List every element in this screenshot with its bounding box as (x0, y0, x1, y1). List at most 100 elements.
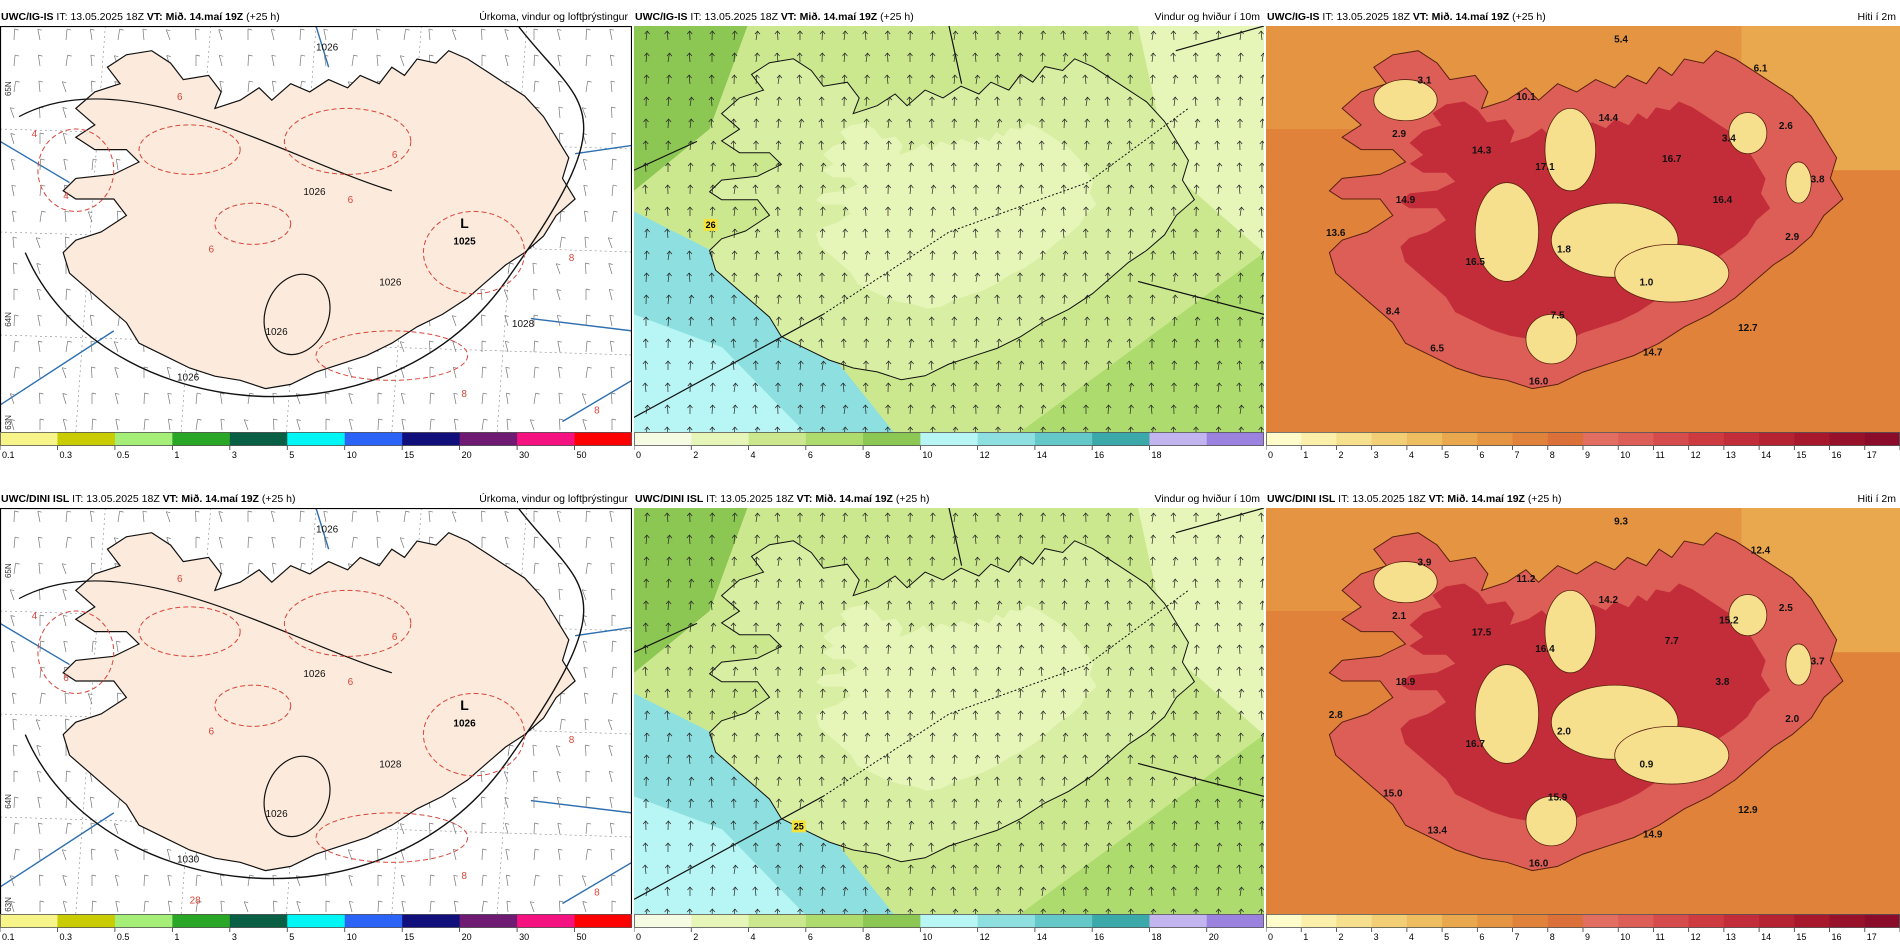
wind-barb (90, 511, 93, 523)
wind-arrow-head (930, 382, 937, 387)
wind-arrow (953, 75, 956, 85)
wind-arrow-head (1150, 272, 1156, 277)
wind-arrow-head (1060, 512, 1066, 517)
wind-arrow (1173, 777, 1176, 787)
wind-arrow (1150, 405, 1153, 415)
legend-swatch (1206, 914, 1264, 928)
wind-arrow-head (1237, 74, 1244, 79)
legend-tick-label: 16 (1832, 450, 1842, 460)
wind-arrow-head (732, 864, 739, 869)
temperature-label: 3.7 (1811, 657, 1825, 668)
wind-arrow (799, 754, 801, 765)
legend-tick-label: 6 (808, 932, 813, 942)
wind-arrow (997, 799, 1000, 809)
legend-tick-label: 13 (1726, 932, 1736, 942)
wind-barb-flag (10, 901, 15, 903)
wind-arrow-head (688, 338, 694, 343)
wind-barb (218, 537, 223, 549)
wind-arrow-head (1192, 578, 1198, 583)
wind-barb (585, 537, 588, 549)
wind-arrow (777, 622, 779, 633)
wind-barb (115, 901, 119, 913)
latitude-label: 65N (4, 563, 13, 578)
wind-barb (584, 211, 587, 223)
wind-arrow (1239, 229, 1242, 239)
wind-barb (585, 262, 587, 275)
wind-arrow (1129, 31, 1132, 41)
legend-swatch (1759, 914, 1795, 928)
wind-arrow-head (796, 732, 803, 737)
model-name: UWC/DINI ISL (1, 493, 70, 505)
wind-arrow (974, 535, 977, 545)
wind-arrow-head (776, 96, 782, 101)
wind-arrow (755, 184, 757, 195)
wind-arrow-head (818, 118, 825, 123)
wind-arrow (909, 339, 912, 349)
legend-tick-label: 12 (980, 932, 990, 942)
wind-arrow (1085, 623, 1088, 633)
wind-arrow-head (886, 622, 892, 627)
wind-arrow-head (1192, 272, 1199, 277)
wind-arrow (688, 273, 691, 283)
wind-arrow (1195, 163, 1198, 173)
issue-time-label: IT: (56, 11, 68, 23)
wind-arrow-head (1258, 228, 1264, 233)
wind-arrow (1129, 622, 1131, 633)
wind-barb (608, 771, 613, 783)
wind-barb (325, 392, 327, 405)
wind-arrow (1173, 622, 1175, 633)
wind-barb-flag (197, 418, 202, 421)
wind-barb (556, 29, 561, 41)
legend-tick-label: 15 (1796, 450, 1806, 460)
wind-barb-flag (557, 340, 562, 343)
wind-arrow (645, 644, 647, 655)
wind-arrow-head (1084, 820, 1090, 825)
wind-arrow-head (951, 820, 957, 825)
wind-arrow-head (730, 338, 737, 343)
precip-contour-label: 28 (190, 896, 202, 907)
wind-arrow-head (1238, 30, 1244, 35)
legend-swatch (344, 432, 403, 446)
wind-arrow-head (1258, 382, 1264, 387)
wind-arrow (798, 295, 801, 305)
wind-arrow-head (974, 556, 981, 561)
issue-time-value: 13.05.2025 18Z (70, 11, 144, 23)
wind-barb-flag (582, 393, 587, 396)
wind-arrow (1216, 821, 1219, 831)
wind-barb-flag (429, 848, 435, 851)
legend-swatch (1092, 432, 1150, 446)
wind-arrow (755, 251, 758, 261)
wind-barb-flag (63, 133, 68, 135)
wind-arrow-head (665, 842, 671, 847)
legend-tick-label: 7 (1515, 932, 1520, 942)
wind-arrow-head (687, 886, 693, 891)
wind-barb-flag (556, 771, 561, 773)
wind-arrow-head (797, 404, 804, 409)
legend-swatch (1442, 432, 1478, 446)
wind-arrow-head (840, 842, 847, 847)
wind-arrow (1063, 600, 1065, 611)
wind-arrow-head (950, 206, 956, 211)
wind-barb-flag (114, 341, 119, 344)
wind-arrow-head (642, 622, 649, 627)
wind-arrow (755, 755, 758, 765)
wind-arrow-head (930, 184, 937, 189)
wind-arrow (886, 75, 889, 85)
wind-arrow (733, 207, 736, 217)
wind-arrow-head (995, 30, 1001, 35)
wind-arrow (821, 185, 824, 195)
temperature-label: 1.0 (1639, 278, 1653, 289)
wind-barb (481, 393, 484, 405)
wind-arrow-head (731, 294, 737, 299)
wind-arrow (997, 141, 1000, 151)
wind-barb-flag (353, 536, 358, 539)
wind-barb-flag (480, 770, 485, 773)
wind-arrow-head (928, 842, 934, 847)
wind-arrow (953, 184, 955, 195)
wind-arrow-head (928, 338, 935, 343)
wind-arrow (865, 798, 867, 809)
wind-arrow-head (1150, 732, 1156, 737)
temperature-label: 16.4 (1713, 195, 1733, 206)
wind-arrow (865, 316, 867, 327)
wind-barb-flag (582, 875, 587, 878)
